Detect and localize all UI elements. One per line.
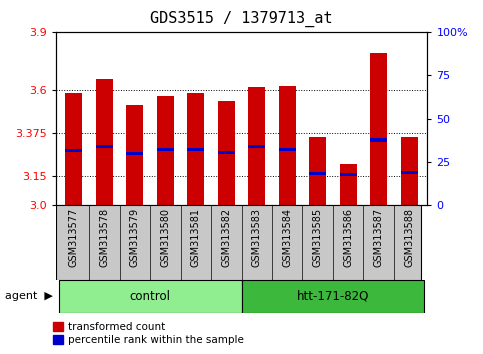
Bar bbox=[187, 148, 204, 151]
Text: GSM313585: GSM313585 bbox=[313, 207, 323, 267]
Bar bbox=[96, 79, 113, 205]
Text: GSM313579: GSM313579 bbox=[130, 207, 140, 267]
Text: GSM313581: GSM313581 bbox=[191, 207, 201, 267]
Bar bbox=[157, 96, 174, 205]
Text: GSM313588: GSM313588 bbox=[404, 207, 414, 267]
Bar bbox=[242, 280, 425, 313]
Bar bbox=[127, 152, 143, 155]
Text: GSM313582: GSM313582 bbox=[221, 207, 231, 267]
Text: GDS3515 / 1379713_at: GDS3515 / 1379713_at bbox=[150, 11, 333, 27]
Bar bbox=[401, 137, 417, 205]
Bar bbox=[370, 53, 387, 205]
Bar bbox=[157, 148, 174, 151]
Bar bbox=[66, 93, 82, 205]
Bar bbox=[96, 145, 113, 148]
Bar bbox=[127, 105, 143, 205]
Legend: transformed count, percentile rank within the sample: transformed count, percentile rank withi… bbox=[49, 318, 249, 349]
Bar bbox=[309, 172, 326, 175]
Text: control: control bbox=[129, 290, 170, 303]
Text: GSM313587: GSM313587 bbox=[374, 207, 384, 267]
Text: agent  ▶: agent ▶ bbox=[5, 291, 53, 302]
Text: GSM313586: GSM313586 bbox=[343, 207, 353, 267]
Bar bbox=[248, 145, 265, 148]
Bar bbox=[187, 93, 204, 205]
Bar bbox=[58, 280, 242, 313]
Text: GSM313583: GSM313583 bbox=[252, 207, 262, 267]
Bar bbox=[340, 173, 356, 176]
Bar bbox=[340, 164, 356, 205]
Text: GSM313580: GSM313580 bbox=[160, 207, 170, 267]
Bar bbox=[309, 137, 326, 205]
Text: GSM313584: GSM313584 bbox=[282, 207, 292, 267]
Bar bbox=[218, 101, 235, 205]
Text: GSM313578: GSM313578 bbox=[99, 207, 109, 267]
Text: htt-171-82Q: htt-171-82Q bbox=[297, 290, 369, 303]
Bar bbox=[401, 171, 417, 174]
Bar bbox=[248, 87, 265, 205]
Bar bbox=[218, 150, 235, 154]
Bar bbox=[279, 86, 296, 205]
Bar bbox=[279, 148, 296, 151]
Text: GSM313577: GSM313577 bbox=[69, 207, 79, 267]
Bar bbox=[66, 149, 82, 152]
Bar bbox=[370, 138, 387, 142]
